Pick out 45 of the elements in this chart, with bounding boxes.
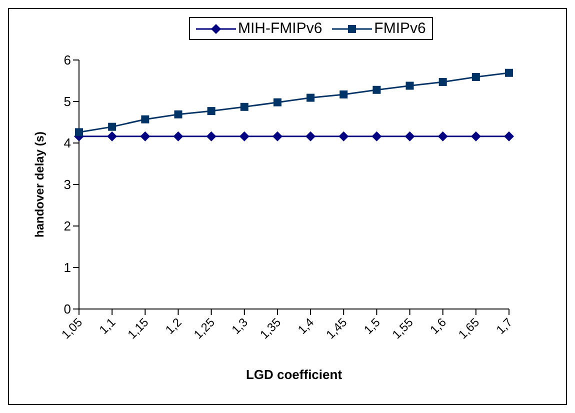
point [472, 73, 480, 82]
point [273, 98, 282, 106]
legend-label: MIH-FMIPv6 [238, 20, 322, 37]
point [140, 131, 150, 142]
y-tick-label: 6 [64, 52, 71, 68]
point [173, 131, 184, 142]
x-tick-label: 1,2 [162, 314, 185, 337]
point [438, 131, 448, 142]
point [340, 90, 348, 98]
x-tick-label: 1,7 [493, 314, 516, 337]
y-tick-label: 4 [64, 136, 71, 151]
point [372, 86, 381, 94]
y-tick-label: 0 [64, 302, 71, 317]
point [174, 110, 182, 118]
x-tick-label: 1,1 [96, 314, 118, 337]
point [107, 131, 118, 142]
point [272, 131, 282, 142]
point [141, 115, 150, 124]
point [239, 131, 250, 142]
point [240, 102, 248, 111]
y-tick-label: 5 [64, 94, 71, 110]
x-tick-label: 1,6 [427, 314, 450, 337]
point [75, 128, 83, 136]
x-tick-label: 1,3 [228, 314, 251, 337]
point [470, 131, 481, 142]
point [306, 131, 316, 142]
point [404, 131, 415, 142]
point [306, 94, 315, 102]
legend-label: FMIPv6 [374, 20, 426, 37]
point [372, 131, 382, 142]
x-axis-title: LGD coefficient [246, 367, 343, 382]
point [438, 78, 447, 86]
y-tick-label: 3 [64, 177, 71, 192]
point [207, 107, 216, 116]
point [504, 131, 514, 142]
y-tick-label: 2 [64, 218, 71, 234]
point [505, 68, 513, 77]
point [206, 131, 216, 142]
x-tick-label: 1,4 [294, 314, 317, 337]
point [108, 122, 116, 131]
y-axis-title: handover delay (s) [32, 131, 46, 238]
point [338, 131, 349, 142]
x-tick-label: 1,5 [361, 314, 384, 337]
point [406, 82, 414, 90]
y-tick-label: 1 [64, 260, 71, 276]
